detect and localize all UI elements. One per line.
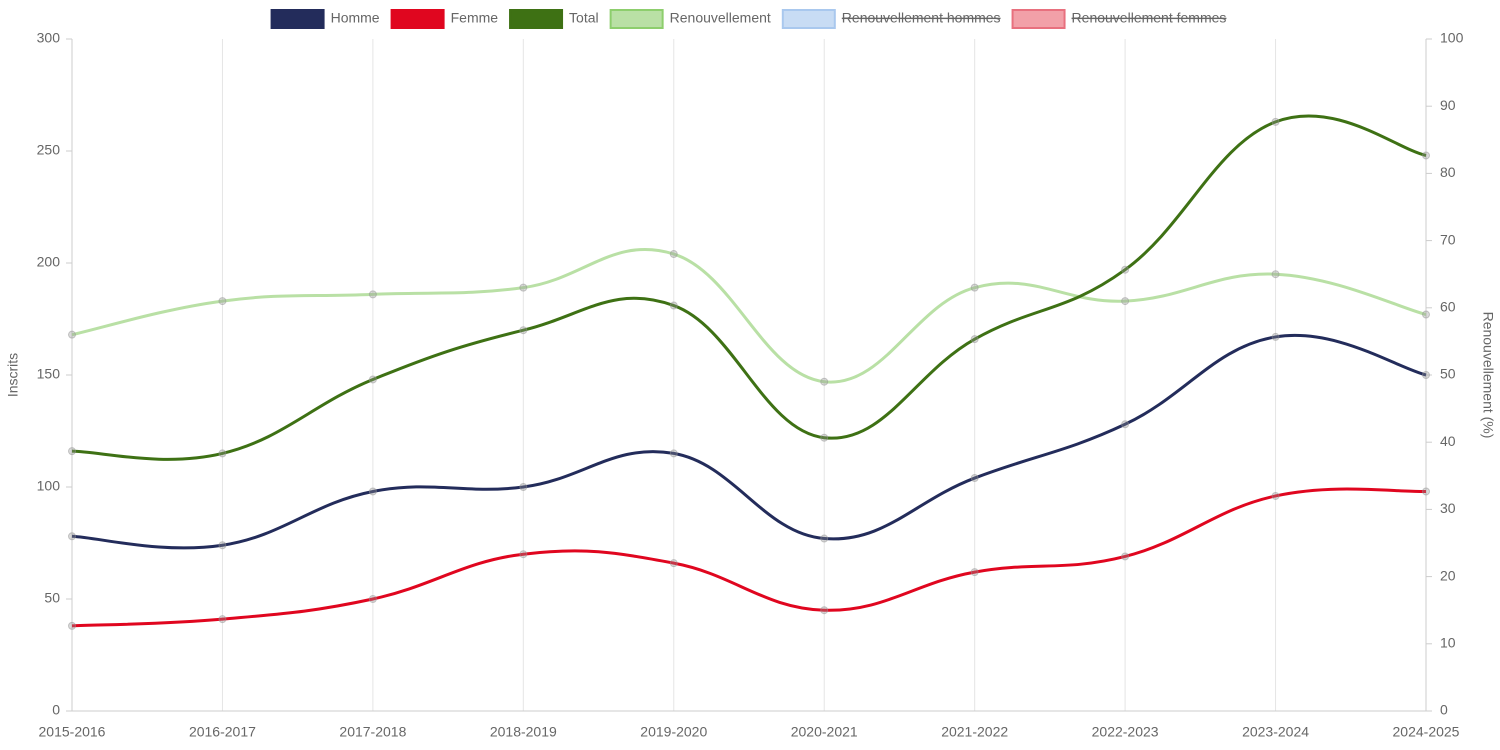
data-point: [820, 606, 829, 615]
x-tick-label: 2019-2020: [640, 724, 707, 740]
y-tick-label: 50: [44, 590, 60, 606]
legend-swatch: [609, 9, 664, 29]
data-point: [970, 335, 979, 344]
legend-swatch: [270, 9, 325, 29]
y-axis-title: Inscrits: [5, 353, 21, 397]
x-tick-label: 2021-2022: [941, 724, 1008, 740]
data-point: [368, 375, 377, 384]
legend: Homme Femme Total Renouvellement Renouvellem…: [270, 9, 1227, 29]
data-point: [669, 559, 678, 568]
data-point: [669, 301, 678, 310]
data-point: [1271, 117, 1280, 126]
legend-label: Homme: [331, 10, 380, 26]
data-point: [669, 250, 678, 259]
y-tick-label: 0: [52, 702, 60, 718]
series-line: [71, 333, 1427, 550]
data-point: [820, 433, 829, 442]
data-point: [1422, 310, 1430, 319]
data-point: [519, 483, 528, 491]
x-tick-label: 2015-2016: [39, 724, 106, 740]
data-point: [1271, 270, 1280, 279]
y2-tick-label: 90: [1440, 97, 1456, 113]
x-tick-label: 2022-2023: [1092, 724, 1159, 740]
legend-label: Renouvellement: [670, 10, 771, 26]
data-point: [519, 283, 528, 292]
y2-tick-label: 20: [1440, 567, 1456, 583]
data-point: [68, 621, 76, 630]
x-tick-label: 2020-2021: [791, 724, 858, 740]
data-point: [970, 568, 979, 577]
data-point: [368, 487, 377, 496]
data-point: [970, 283, 979, 292]
data-point: [218, 449, 227, 458]
y2-axis-title: Renouvellement (%): [1480, 312, 1496, 439]
data-point: [1121, 552, 1130, 561]
x-tick-label: 2023-2024: [1242, 724, 1309, 740]
y2-tick-label: 50: [1440, 366, 1456, 382]
data-point: [218, 297, 227, 306]
data-point: [820, 534, 829, 543]
data-point: [1121, 420, 1130, 429]
data-point: [368, 595, 377, 603]
legend-label: Renouvellement hommes: [842, 10, 1001, 26]
data-point: [1422, 151, 1430, 160]
data-point: [1422, 371, 1430, 379]
data-point: [1271, 332, 1280, 341]
data-point: [218, 615, 227, 624]
data-point: [68, 532, 76, 541]
y-tick-label: 250: [37, 142, 61, 158]
legend-swatch: [390, 9, 445, 29]
legend-label: Femme: [451, 10, 499, 26]
y2-tick-label: 80: [1440, 164, 1456, 180]
series-line: [71, 114, 1427, 461]
series-line: [71, 248, 1427, 384]
y-tick-label: 100: [37, 478, 61, 494]
legend-swatch: [781, 9, 836, 29]
y2-tick-label: 70: [1440, 231, 1456, 247]
y-tick-label: 150: [37, 366, 61, 382]
y2-tick-label: 60: [1440, 299, 1456, 315]
data-point: [68, 330, 76, 339]
x-tick-label: 2024-2025: [1393, 724, 1460, 740]
data-point: [820, 377, 829, 386]
x-tick-label: 2016-2017: [189, 724, 256, 740]
data-point: [1271, 491, 1280, 500]
y2-tick-label: 0: [1440, 702, 1448, 718]
legend-label: Renouvellement femmes: [1072, 10, 1227, 26]
y2-tick-label: 40: [1440, 433, 1456, 449]
x-tick-label: 2018-2019: [490, 724, 557, 740]
y-tick-label: 200: [37, 254, 61, 270]
legend-label: Total: [569, 10, 599, 26]
data-point: [368, 290, 377, 299]
x-tick-label: 2017-2018: [339, 724, 406, 740]
data-point: [1121, 297, 1130, 306]
y2-tick-label: 100: [1440, 30, 1464, 46]
data-point: [68, 447, 76, 456]
data-point: [519, 550, 528, 559]
data-point: [669, 449, 678, 458]
y2-tick-label: 10: [1440, 635, 1456, 651]
data-point: [1422, 487, 1430, 496]
legend-swatch: [1011, 9, 1066, 29]
y2-tick-label: 30: [1440, 500, 1456, 516]
data-point: [970, 474, 979, 483]
legend-swatch: [509, 9, 564, 29]
data-point: [1121, 265, 1130, 274]
data-point: [218, 541, 227, 550]
y-tick-label: 300: [37, 30, 61, 46]
series-line: [71, 487, 1427, 628]
data-point: [519, 326, 528, 335]
